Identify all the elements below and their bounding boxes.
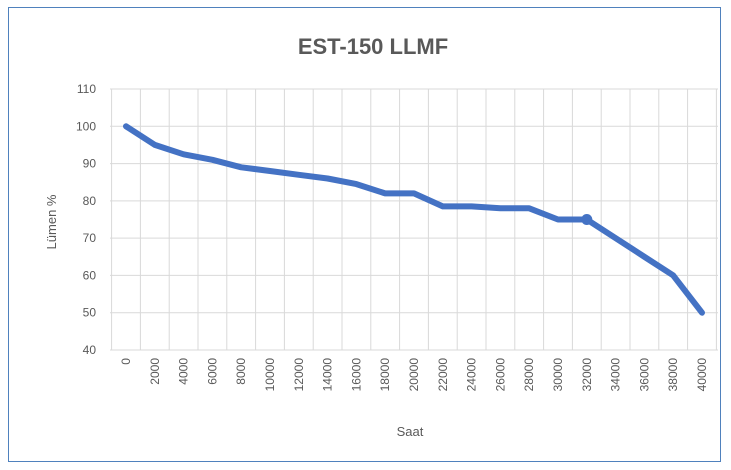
y-tick-label: 60 (83, 268, 97, 282)
x-axis-ticks: 0 2000 4000 6000 8000 10000 12000 14000 16000 180… (119, 358, 709, 392)
x-tick-label: 24000 (465, 358, 479, 392)
y-axis-label: Lümen % (44, 194, 59, 249)
x-tick-label: 34000 (609, 358, 623, 392)
y-axis-ticks: 40 50 60 70 80 90 100 110 (76, 82, 96, 357)
x-tick-label: 8000 (234, 358, 248, 385)
x-tick-label: 26000 (493, 358, 507, 392)
x-tick-label: 20000 (407, 358, 421, 392)
series-layer (123, 123, 705, 316)
series-line (123, 123, 705, 316)
x-tick-label: 0 (119, 358, 133, 365)
x-tick-label: 18000 (378, 358, 392, 392)
grid (110, 88, 718, 351)
y-tick-label: 40 (83, 343, 97, 357)
x-tick-label: 30000 (551, 358, 565, 392)
x-tick-label: 32000 (580, 358, 594, 392)
y-tick-label: 70 (83, 231, 97, 245)
x-tick-label: 22000 (436, 358, 450, 392)
y-tick-label: 100 (76, 119, 96, 133)
x-tick-label: 40000 (695, 358, 709, 392)
y-tick-label: 90 (83, 157, 97, 171)
x-tick-label: 4000 (177, 358, 191, 385)
y-tick-label: 110 (77, 82, 96, 96)
data-point-marker (581, 214, 593, 225)
y-tick-label: 50 (83, 306, 97, 320)
x-tick-label: 36000 (637, 358, 651, 392)
x-tick-label: 2000 (148, 358, 162, 385)
x-tick-label: 16000 (349, 358, 363, 392)
x-tick-label: 10000 (263, 358, 277, 392)
x-tick-label: 28000 (522, 358, 536, 392)
y-tick-label: 80 (83, 194, 97, 208)
x-axis-label: Saat (397, 424, 424, 439)
x-tick-label: 14000 (321, 358, 335, 392)
chart-frame (8, 7, 721, 462)
x-tick-label: 12000 (292, 358, 306, 392)
chart-title: EST-150 LLMF (298, 34, 448, 59)
x-tick-label: 6000 (205, 358, 219, 385)
x-tick-label: 38000 (666, 358, 680, 392)
